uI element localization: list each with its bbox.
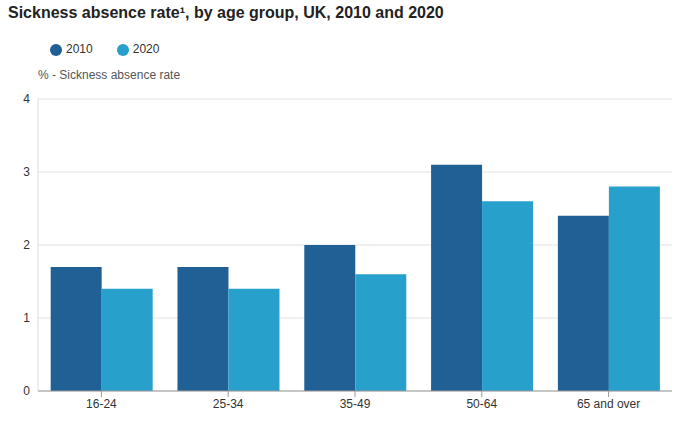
svg-text:4: 4 (23, 92, 30, 106)
svg-text:65 and over: 65 and over (577, 397, 640, 411)
svg-text:35-49: 35-49 (340, 397, 371, 411)
html-text:2010: 2010 (66, 42, 93, 56)
svg-text:16-24: 16-24 (86, 397, 117, 411)
svg-text:0: 0 (23, 384, 30, 398)
html-text:2020: 2020 (132, 42, 160, 56)
svg-text:3: 3 (23, 165, 30, 179)
html-text:% - Sickness absence rate: % - Sickness absence rate (38, 68, 181, 82)
svg-text:25-34: 25-34 (213, 397, 244, 411)
svg-text:1: 1 (23, 311, 30, 325)
html-text:Sickness absence rate¹, by age: Sickness absence rate¹, by age group, UK… (8, 4, 444, 21)
svg-text:2: 2 (23, 238, 30, 252)
svg-text:50-64: 50-64 (466, 397, 497, 411)
